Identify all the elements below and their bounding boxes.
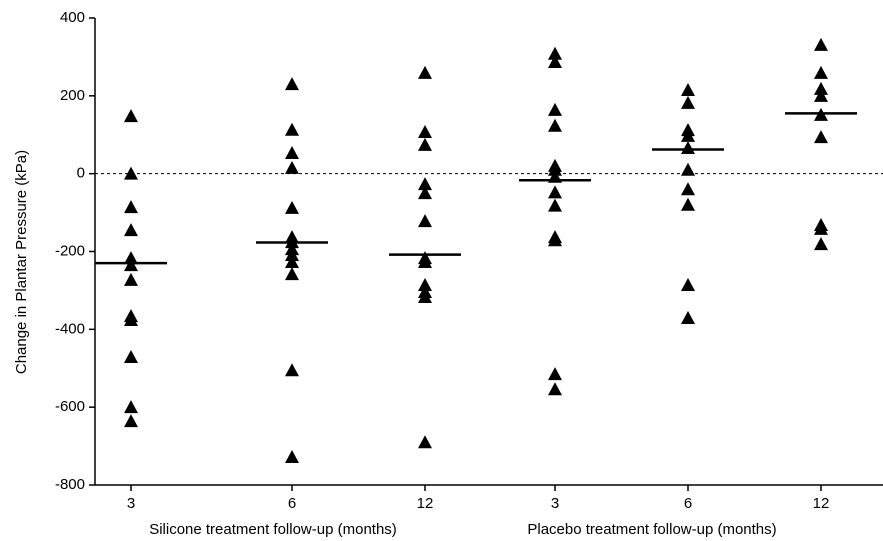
point	[285, 122, 299, 136]
y-tick-label: -600	[55, 398, 85, 415]
point	[548, 367, 562, 381]
y-tick-label: 200	[60, 87, 85, 104]
point	[681, 311, 695, 325]
point	[418, 435, 432, 449]
point	[285, 77, 299, 91]
point	[124, 251, 138, 265]
point	[124, 349, 138, 363]
group-label: Silicone treatment follow-up (months)	[149, 521, 397, 538]
point	[814, 37, 828, 51]
y-tick-label: -200	[55, 242, 85, 259]
point	[285, 248, 299, 262]
point	[548, 198, 562, 212]
point	[285, 146, 299, 160]
point	[124, 258, 138, 272]
y-tick-label: 400	[60, 9, 85, 26]
y-tick-label: -800	[55, 476, 85, 493]
point	[548, 162, 562, 176]
point	[418, 277, 432, 291]
point	[285, 200, 299, 214]
point	[548, 54, 562, 68]
point	[548, 382, 562, 396]
point	[814, 88, 828, 102]
point	[418, 255, 432, 269]
point	[418, 177, 432, 191]
point	[124, 223, 138, 237]
x-tick-label: 3	[551, 495, 559, 512]
point	[418, 125, 432, 139]
point	[548, 233, 562, 247]
point	[418, 290, 432, 304]
point	[124, 272, 138, 286]
point	[814, 237, 828, 251]
group-label: Placebo treatment follow-up (months)	[527, 521, 776, 538]
point	[548, 46, 562, 60]
point	[418, 214, 432, 228]
x-tick-label: 6	[288, 495, 296, 512]
y-tick-label: 0	[77, 165, 85, 182]
point	[548, 185, 562, 199]
y-axis-label: Change in Plantar Pressure (kPa)	[13, 150, 30, 374]
point	[814, 65, 828, 79]
x-tick-label: 12	[417, 495, 434, 512]
point	[681, 182, 695, 196]
point	[124, 109, 138, 123]
point	[418, 65, 432, 79]
point	[124, 166, 138, 180]
point	[681, 82, 695, 96]
point	[285, 449, 299, 463]
point	[285, 267, 299, 281]
point	[814, 130, 828, 144]
point	[814, 221, 828, 235]
point	[124, 200, 138, 214]
point	[285, 255, 299, 269]
point	[681, 140, 695, 154]
point	[681, 197, 695, 211]
point	[681, 277, 695, 291]
x-tick-label: 6	[684, 495, 692, 512]
point	[681, 162, 695, 176]
point	[548, 118, 562, 132]
point	[681, 128, 695, 142]
x-tick-label: 12	[813, 495, 830, 512]
point	[418, 186, 432, 200]
point	[418, 137, 432, 151]
point	[681, 95, 695, 109]
x-tick-label: 3	[127, 495, 135, 512]
point	[124, 312, 138, 326]
point	[548, 102, 562, 116]
y-tick-label: -400	[55, 320, 85, 337]
point	[814, 81, 828, 95]
point	[285, 363, 299, 377]
point	[285, 160, 299, 174]
point	[124, 400, 138, 414]
point	[124, 414, 138, 428]
